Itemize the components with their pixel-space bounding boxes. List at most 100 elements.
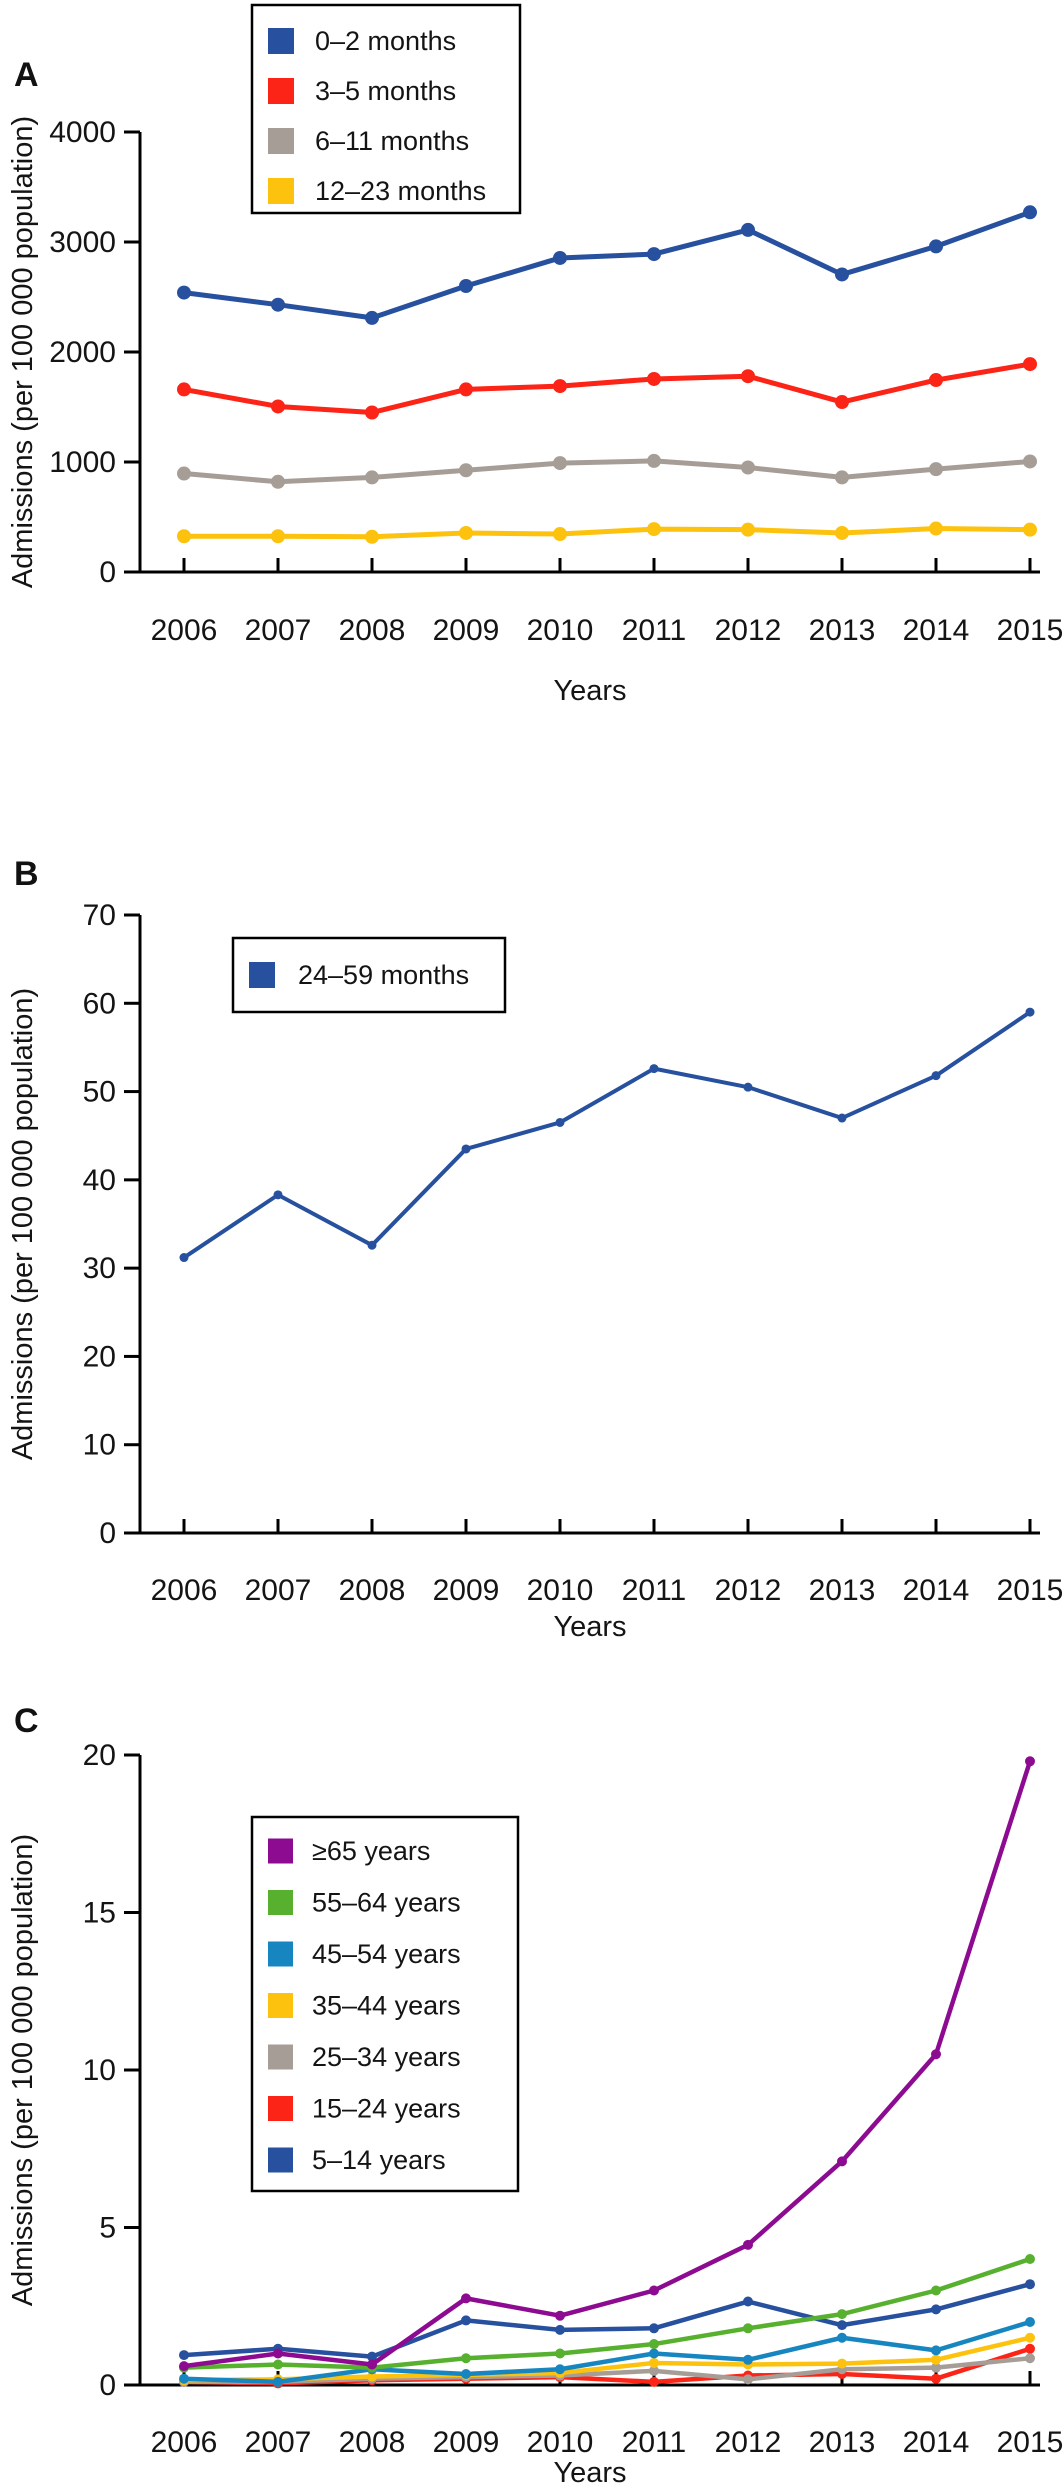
data-point — [931, 2049, 941, 2060]
data-point — [271, 297, 285, 312]
data-point — [1025, 1756, 1035, 1767]
data-point — [835, 267, 849, 282]
data-point — [367, 2371, 377, 2382]
series-line-5-14-years — [181, 2281, 1033, 2359]
data-point — [461, 2293, 471, 2304]
series-24-59-months — [179, 1007, 1035, 1263]
data-point — [929, 462, 943, 477]
data-point — [179, 2361, 189, 2372]
legend-swatch — [268, 1941, 293, 1967]
data-point — [271, 474, 285, 489]
panel-c-label: C — [14, 1702, 39, 1740]
legend-item: 15–24 years — [268, 2094, 461, 2124]
y-tick-label: 20 — [83, 1739, 116, 1772]
data-point — [743, 2323, 753, 2334]
data-point — [931, 2345, 941, 2356]
data-point — [367, 2351, 377, 2362]
data-point — [931, 2285, 941, 2296]
y-tick-label: 40 — [83, 1164, 116, 1197]
data-point — [461, 2353, 471, 2364]
x-tick-label: 2012 — [715, 614, 782, 647]
panel-a: A 0 1000 2000 3000 4000 2006 2007 2008 2009 2010 2… — [0, 0, 1064, 760]
data-point — [837, 2358, 847, 2369]
data-point — [929, 373, 943, 388]
legend: 0–2 months 3–5 months 6–11 months 12–23 mon… — [250, 3, 522, 215]
data-point — [273, 2376, 283, 2387]
data-point — [649, 2376, 659, 2387]
x-tick-label: 2006 — [151, 614, 218, 647]
legend-item: 0–2 months — [268, 26, 456, 56]
data-point — [741, 369, 755, 384]
panel-c: C 0 5 10 15 20 2006 2007 2008 2009 2010 2011 2012 20… — [0, 1640, 1064, 2488]
x-tick-label: 2013 — [809, 2426, 876, 2459]
data-point — [649, 2357, 659, 2368]
data-point — [177, 529, 191, 544]
data-point — [743, 2296, 753, 2307]
data-point — [461, 2368, 471, 2379]
y-tick-label: 10 — [83, 1429, 116, 1462]
data-point — [365, 470, 379, 485]
x-tick-label: 2007 — [245, 1574, 312, 1607]
legend-item: 55–64 years — [268, 1888, 461, 1918]
data-point — [649, 2323, 659, 2334]
data-point — [367, 2359, 377, 2370]
x-tick-label: 2015 — [997, 1574, 1064, 1607]
legend-swatch — [268, 2096, 293, 2121]
data-point — [179, 1253, 189, 1263]
data-point — [273, 2359, 283, 2370]
data-point — [837, 2320, 847, 2331]
legend-box — [250, 3, 522, 215]
data-point — [929, 239, 943, 254]
data-point — [741, 460, 755, 475]
panel-a-label: A — [14, 56, 39, 94]
y-tick-label: 70 — [83, 899, 116, 932]
series-0-2-months — [177, 205, 1037, 325]
x-tick-label: 2011 — [622, 1574, 687, 1607]
data-point — [365, 310, 379, 325]
y-tick-label: 3000 — [49, 226, 116, 259]
x-tick-label: 2009 — [433, 1574, 500, 1607]
data-point — [367, 1240, 377, 1250]
y-axis-title: Admissions (per 100 000 population) — [7, 116, 39, 588]
x-tick-label: 2014 — [903, 2426, 970, 2459]
data-point — [837, 2332, 847, 2343]
legend-item: ≥65 years — [268, 1836, 430, 1866]
x-tick-label: 2007 — [245, 614, 312, 647]
data-point — [835, 470, 849, 485]
y-axis-title: Admissions (per 100 000 population) — [7, 1834, 39, 2306]
x-axis-title: Years — [553, 2457, 626, 2488]
x-tick-label: 2014 — [903, 614, 970, 647]
data-point — [1023, 522, 1037, 537]
series-3-5-months — [177, 357, 1037, 420]
data-point — [931, 2373, 941, 2384]
data-point — [179, 2350, 189, 2361]
x-tick-label: 2015 — [997, 2426, 1064, 2459]
series-line-6-11-months — [181, 458, 1033, 485]
data-point — [1025, 2353, 1035, 2364]
data-point — [555, 2324, 565, 2335]
series-group — [177, 205, 1037, 544]
data-point — [931, 2304, 941, 2315]
x-tick-label: 2009 — [433, 614, 500, 647]
legend: ≥65 years 55–64 years 45–54 years 35–44 yea… — [250, 1815, 520, 2193]
legend-label: 55–64 years — [312, 1888, 461, 1918]
legend-label: 15–24 years — [312, 2094, 461, 2124]
series-line-35-44-years — [181, 2335, 1033, 2383]
data-point — [931, 2354, 941, 2365]
data-point — [835, 525, 849, 540]
legend-item: 5–14 years — [268, 2145, 446, 2175]
x-tick-label: 2014 — [903, 1574, 970, 1607]
legend-swatch — [268, 128, 294, 154]
data-point — [553, 527, 567, 542]
legend-label: 35–44 years — [312, 1991, 461, 2021]
data-point — [273, 2348, 283, 2359]
data-point — [649, 2339, 659, 2350]
data-point — [837, 1113, 847, 1123]
legend-item: 45–54 years — [268, 1939, 461, 1969]
x-tick-label: 2015 — [997, 614, 1064, 647]
data-point — [1025, 2332, 1035, 2343]
data-point — [743, 2374, 753, 2385]
data-point — [365, 405, 379, 420]
series-line-0-2-months — [181, 209, 1033, 321]
legend-label: 3–5 months — [315, 76, 456, 106]
